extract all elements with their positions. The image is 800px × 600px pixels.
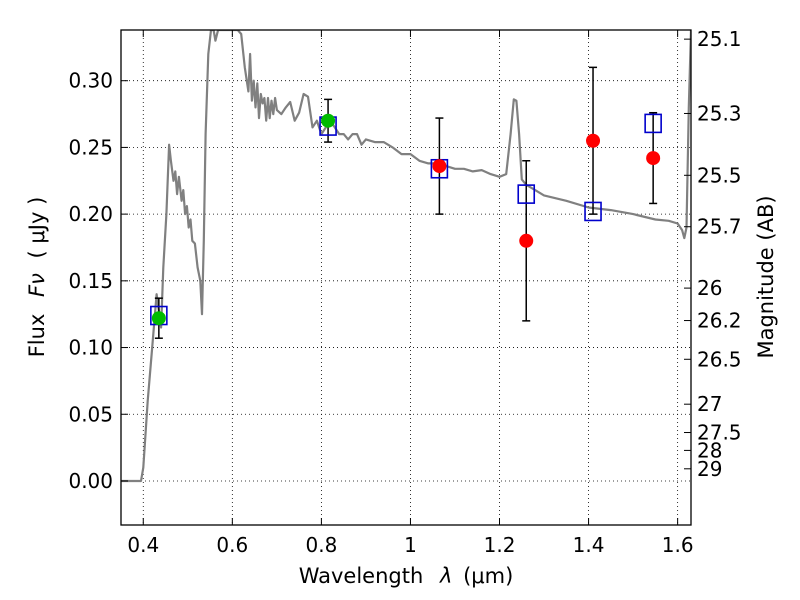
model-photometry-square xyxy=(644,113,662,134)
red-point xyxy=(432,159,447,174)
y2-tick-label: 27 xyxy=(697,392,722,416)
axis-ticks: 0.4 0.6 0.8 1 1.2 1.4 1.6 0.00 0.05 0.10 0.15 0.20 0… xyxy=(68,27,741,557)
y-axis-label-unit: ( μJy ) xyxy=(25,197,49,259)
y2-tick-label: 26 xyxy=(697,276,722,300)
y-axis-label-symbol: Fν xyxy=(25,273,49,297)
green-point xyxy=(321,113,336,128)
y-tick-label: 0.15 xyxy=(68,269,113,293)
model-spectrum-line xyxy=(121,30,691,483)
data-series xyxy=(121,30,691,483)
red-point xyxy=(586,133,601,148)
x-tick-label: 0.4 xyxy=(127,533,159,557)
red-point xyxy=(646,151,661,166)
plot-background xyxy=(121,30,691,525)
grid xyxy=(121,30,691,525)
x-axis-label: Wavelength λ (μm) xyxy=(299,564,514,588)
x-tick-label: 1.6 xyxy=(662,533,694,557)
x-axis-label-text: Wavelength xyxy=(299,564,424,588)
y2-tick-label: 28 xyxy=(697,438,722,462)
plot-frame xyxy=(120,29,692,526)
y2-tick-label: 25.7 xyxy=(697,215,742,239)
x-axis-label-symbol: λ xyxy=(439,564,452,588)
y2-tick-label: 25.1 xyxy=(697,27,742,51)
y-axis-label: Flux Fν ( μJy ) xyxy=(25,197,49,358)
y-tick-label: 0.10 xyxy=(68,336,113,360)
x-axis-label-unit: (μm) xyxy=(463,564,513,588)
x-tick-label: 0.6 xyxy=(216,533,248,557)
y2-tick-label: 25.3 xyxy=(697,101,742,125)
y-axis-label-text: Flux xyxy=(25,314,49,358)
y2-tick-label: 26.2 xyxy=(697,309,742,333)
x-tick-label: 1.4 xyxy=(573,533,605,557)
x-tick-label: 1 xyxy=(404,533,417,557)
y-tick-label: 0.20 xyxy=(68,202,113,226)
y-tick-label: 0.30 xyxy=(68,69,113,93)
y2-tick-label: 25.5 xyxy=(697,163,742,187)
y2-tick-label: 27.5 xyxy=(697,421,742,445)
x-tick-label: 0.8 xyxy=(305,533,337,557)
y-tick-label: 0.05 xyxy=(68,402,113,426)
y-tick-label: 0.25 xyxy=(68,135,113,159)
model-photometry-square xyxy=(517,184,536,204)
red-point xyxy=(519,233,534,248)
green-point xyxy=(151,311,166,326)
x-tick-label: 1.2 xyxy=(484,533,516,557)
y2-axis-label: Magnitude (AB) xyxy=(754,195,778,358)
y2-tick-label: 26.5 xyxy=(697,347,742,371)
y2-tick-label: 29 xyxy=(697,457,722,481)
model-photometry-square xyxy=(584,201,602,222)
y-tick-label: 0.00 xyxy=(68,469,113,493)
